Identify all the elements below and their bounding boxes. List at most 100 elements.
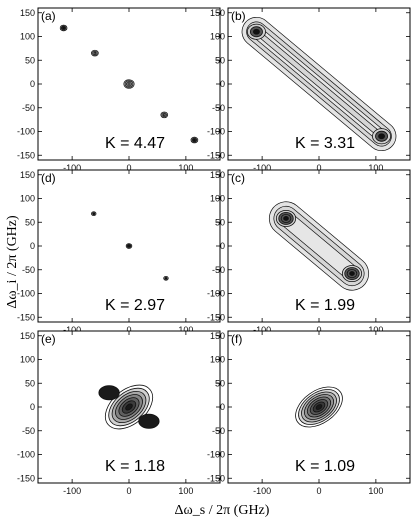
- panel-b: -100 0 100 150 100 50 0 -50 -100 -150 (b) K = 3.31: [207, 7, 411, 173]
- contour-layer: [98, 384, 160, 430]
- y-tick-label: -100: [207, 127, 225, 137]
- y-tick-label: -50: [212, 265, 225, 275]
- panel-a: -100 0 100 150 100 50 0 -50 -100 -150 (a) K = 4.47: [17, 7, 221, 173]
- panel-d: -100 0 100 150 100 50 0 -50 -100 -150 (d) K = 2.97: [17, 169, 221, 335]
- panel-e: -100 0 100 150 100 50 0 -50 -100 -150 (e) K = 1.18: [17, 330, 221, 496]
- panel-label: (b): [231, 9, 246, 23]
- y-tick-label: -100: [17, 289, 35, 299]
- panel-label: (c): [231, 171, 245, 185]
- y-tick-label: 100: [210, 32, 225, 42]
- panel-label: (a): [41, 9, 56, 23]
- x-tick-label: 0: [316, 325, 321, 335]
- y-tick-label: 150: [210, 331, 225, 341]
- y-tick-label: -150: [207, 473, 225, 483]
- peak-contour: [127, 244, 131, 248]
- peak-contour: [378, 133, 385, 140]
- x-tick-label: -100: [253, 486, 271, 496]
- peak-contour: [192, 138, 196, 142]
- y-tick-label: 150: [20, 170, 35, 180]
- peak-contour: [349, 271, 355, 276]
- peak-contour: [93, 51, 97, 55]
- y-tick-label: 0: [220, 241, 225, 251]
- y-tick-label: 50: [25, 217, 35, 227]
- contour-layer: [91, 211, 169, 281]
- panel-label: (e): [41, 332, 56, 346]
- x-axis-label: Δω_s / 2π (GHz): [175, 503, 270, 518]
- x-tick-label: 0: [126, 486, 131, 496]
- y-tick-label: 50: [25, 378, 35, 388]
- panel-label: (f): [231, 332, 242, 346]
- peak-contour: [162, 113, 166, 117]
- y-tick-label: -50: [212, 426, 225, 436]
- y-tick-label: -150: [207, 150, 225, 160]
- y-tick-label: -150: [17, 473, 35, 483]
- y-tick-label: -150: [17, 312, 35, 322]
- k-value-label: K = 3.31: [295, 135, 355, 152]
- y-tick-label: -50: [212, 103, 225, 113]
- x-tick-label: -100: [63, 163, 81, 173]
- peak-contour: [164, 276, 168, 280]
- y-tick-label: 100: [210, 194, 225, 204]
- y-tick-label: -150: [17, 150, 35, 160]
- y-tick-label: 50: [215, 217, 225, 227]
- y-tick-label: 0: [30, 79, 35, 89]
- x-tick-label: 100: [178, 486, 193, 496]
- y-tick-label: 150: [210, 170, 225, 180]
- peak-contour: [253, 28, 260, 35]
- x-tick-label: 0: [126, 163, 131, 173]
- peak-contour: [92, 212, 96, 216]
- y-tick-label: 0: [30, 402, 35, 412]
- x-tick-label: 100: [178, 163, 193, 173]
- x-tick-label: -100: [63, 486, 81, 496]
- x-tick-label: 0: [316, 163, 321, 173]
- peak-contour: [127, 82, 131, 86]
- y-tick-label: 100: [210, 355, 225, 365]
- y-tick-label: -50: [22, 103, 35, 113]
- k-value-label: K = 2.97: [105, 297, 165, 314]
- y-tick-label: -100: [207, 289, 225, 299]
- panel-c: -100 0 100 150 100 50 0 -50 -100 -150 (c) K = 1.99: [207, 169, 411, 335]
- y-tick-label: 0: [30, 241, 35, 251]
- y-tick-label: 150: [20, 8, 35, 18]
- y-tick-label: -150: [207, 312, 225, 322]
- peak-contour: [62, 26, 66, 30]
- band-fill: [278, 211, 360, 281]
- lobe-peak: [98, 385, 120, 401]
- lobe-peak: [138, 413, 160, 429]
- y-tick-label: 150: [20, 331, 35, 341]
- contour-layer: [59, 24, 199, 144]
- y-tick-label: 100: [20, 355, 35, 365]
- y-tick-label: 100: [20, 32, 35, 42]
- x-tick-label: 0: [126, 325, 131, 335]
- k-value-label: K = 1.09: [295, 458, 355, 475]
- x-tick-label: 0: [316, 486, 321, 496]
- x-tick-label: 100: [368, 163, 383, 173]
- x-tick-label: -100: [253, 163, 271, 173]
- band-fill: [254, 29, 384, 139]
- panel-label: (d): [41, 171, 56, 185]
- y-tick-label: 0: [220, 402, 225, 412]
- x-tick-label: 100: [178, 325, 193, 335]
- k-value-label: K = 1.18: [105, 458, 165, 475]
- x-tick-label: -100: [63, 325, 81, 335]
- blob-contour: [315, 404, 323, 410]
- x-tick-label: 100: [368, 325, 383, 335]
- k-value-label: K = 4.47: [105, 135, 165, 152]
- y-tick-label: 50: [215, 378, 225, 388]
- y-tick-label: -100: [17, 127, 35, 137]
- contour-layer: [241, 16, 397, 152]
- panel-f: -100 0 100 150 100 50 0 -50 -100 -150 (f) K = 1.09: [207, 330, 411, 496]
- contour-layer: [295, 386, 343, 428]
- contour-layer: [268, 201, 370, 291]
- y-tick-label: -100: [17, 450, 35, 460]
- y-tick-label: 50: [215, 55, 225, 65]
- y-tick-label: -50: [22, 426, 35, 436]
- y-tick-label: -50: [22, 265, 35, 275]
- y-axis-label: Δω_i / 2π (GHz): [5, 215, 20, 309]
- blob-contour: [125, 403, 133, 411]
- x-tick-label: -100: [253, 325, 271, 335]
- peak-contour: [283, 216, 289, 221]
- panels-group: -100 0 100 150 100 50 0 -50 -100 -150 (a) K = 4.47 -…: [17, 7, 411, 496]
- y-tick-label: -100: [207, 450, 225, 460]
